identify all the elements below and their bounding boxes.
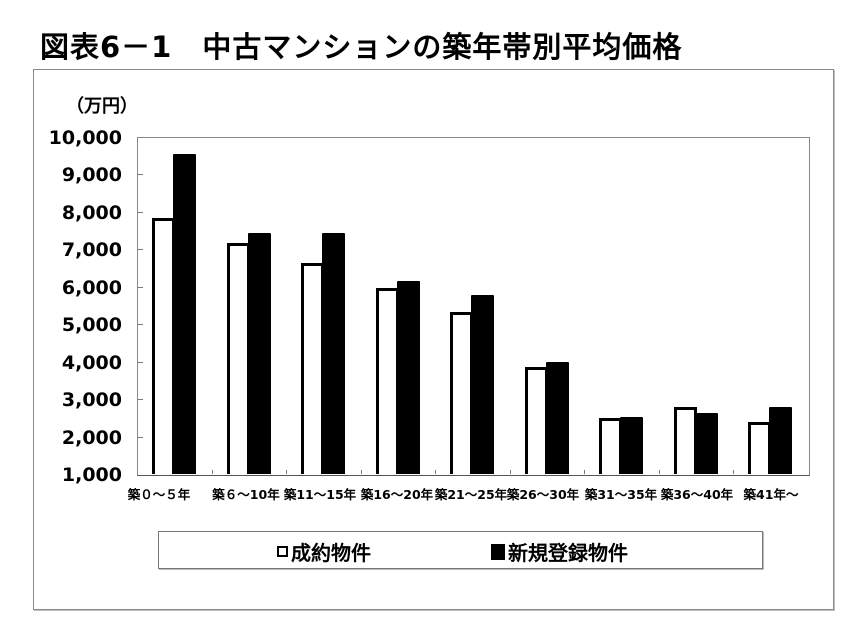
y-tick-label: 6,000 xyxy=(61,276,122,299)
x-tick-mark xyxy=(658,470,660,474)
bar-contracted xyxy=(375,287,399,474)
x-category-label: 築41年～ xyxy=(743,487,799,502)
x-tick-mark xyxy=(733,470,735,474)
y-tick-label: 8,000 xyxy=(61,201,122,224)
y-tick-label: 1,000 xyxy=(61,464,122,486)
bar-contracted xyxy=(524,367,548,474)
bar-new-listing xyxy=(620,417,644,474)
bar-new-listing xyxy=(173,154,196,474)
chart-title: 図表6－1 中古マンションの築年帯別平均価格 xyxy=(40,30,683,64)
y-tick-mark xyxy=(137,286,143,288)
x-category-label: 築11～15年 xyxy=(283,487,357,502)
bar-contracted xyxy=(152,218,175,474)
bar-contracted xyxy=(226,242,250,474)
plot-area xyxy=(137,137,810,476)
bar-contracted xyxy=(450,311,474,474)
white-square-icon xyxy=(277,546,288,557)
y-tick-label: 5,000 xyxy=(61,314,122,337)
y-tick-mark xyxy=(137,361,143,363)
y-tick-label: 3,000 xyxy=(61,389,122,412)
y-tick-mark xyxy=(137,324,143,326)
legend-item-contracted: 成約物件 xyxy=(277,537,371,566)
x-category-label: 築０～５年 xyxy=(127,487,191,502)
x-category-label: 築６～10年 xyxy=(212,487,280,502)
y-tick-mark xyxy=(137,174,143,176)
y-tick-label: 7,000 xyxy=(61,239,122,262)
y-tick-mark xyxy=(137,436,143,438)
x-tick-mark xyxy=(509,470,511,474)
bar-new-listing xyxy=(769,406,793,474)
y-axis-unit-label: （万円） xyxy=(66,96,138,117)
bar-new-listing xyxy=(322,233,346,474)
x-category-label: 築31～35年 xyxy=(584,487,658,502)
y-tick-label: 10,000 xyxy=(48,127,122,149)
bar-new-listing xyxy=(396,280,420,474)
y-tick-label: 9,000 xyxy=(61,164,122,187)
x-tick-mark xyxy=(211,470,213,474)
bar-contracted xyxy=(301,262,325,474)
legend-item-new-listing: 新規登録物件 xyxy=(491,537,628,566)
bar-new-listing xyxy=(694,413,718,474)
y-tick-mark xyxy=(137,399,143,401)
bar-new-listing xyxy=(471,295,495,474)
x-category-label: 築26～30年 xyxy=(506,487,580,502)
y-tick-mark xyxy=(137,211,143,213)
y-tick-label: 2,000 xyxy=(61,426,122,449)
black-square-icon xyxy=(491,543,505,560)
legend: 成約物件 新規登録物件 xyxy=(158,531,763,569)
y-tick-label: 4,000 xyxy=(61,351,122,374)
x-tick-mark xyxy=(435,470,437,474)
bar-new-listing xyxy=(247,232,271,474)
x-category-label: 築21～25年 xyxy=(434,487,508,502)
bar-contracted xyxy=(599,418,623,474)
legend-label: 成約物件 xyxy=(291,541,371,565)
x-tick-mark xyxy=(360,470,362,474)
legend-label: 新規登録物件 xyxy=(508,541,628,565)
x-category-label: 築36～40年 xyxy=(660,487,734,502)
x-category-label: 築16～20年 xyxy=(360,487,434,502)
bar-new-listing xyxy=(545,362,569,474)
bar-contracted xyxy=(673,407,697,474)
y-tick-mark xyxy=(137,249,143,251)
x-tick-mark xyxy=(584,470,586,474)
x-tick-mark xyxy=(286,470,288,474)
bar-contracted xyxy=(748,422,772,474)
